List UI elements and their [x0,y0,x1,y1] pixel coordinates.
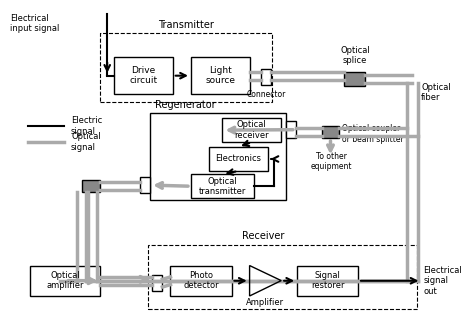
Bar [153,275,163,291]
Text: Receiver: Receiver [242,231,284,241]
Text: Regenerator: Regenerator [155,100,215,110]
Text: Amplifier: Amplifier [246,298,284,307]
Bar [286,121,296,138]
Bar [191,174,254,198]
Bar [261,69,271,85]
Text: Electric
signal: Electric signal [71,116,102,136]
Bar [171,266,231,296]
Text: Connector: Connector [246,90,285,99]
Text: Optical
receiver: Optical receiver [235,120,269,140]
Bar [222,118,281,142]
Bar [82,180,100,192]
Text: Optical coupler
or beam splitter: Optical coupler or beam splitter [342,125,404,144]
Text: Electrical
input signal: Electrical input signal [10,14,60,33]
Bar [322,126,339,138]
Bar [150,113,286,200]
Bar [297,266,358,296]
Text: Optical
splice: Optical splice [340,46,370,65]
Bar [345,72,365,86]
Text: Signal
restorer: Signal restorer [311,271,344,290]
Text: Drive
circuit: Drive circuit [129,66,157,85]
Text: Light
source: Light source [205,66,235,85]
Text: Optical
transmitter: Optical transmitter [199,177,246,196]
Bar [30,266,100,296]
Bar [114,57,173,94]
Bar [191,57,250,94]
Text: To other
equipment: To other equipment [310,152,352,171]
Text: Optical
fiber: Optical fiber [421,83,451,102]
Text: Electrical
signal
out: Electrical signal out [424,266,462,296]
Bar [140,177,150,193]
Text: Optical
signal: Optical signal [71,132,101,152]
Bar [100,33,272,102]
Text: Transmitter: Transmitter [158,20,214,30]
Text: Electronics: Electronics [215,155,261,164]
Bar [148,245,417,309]
Bar [209,147,268,171]
Text: Optical
amplifier: Optical amplifier [46,271,84,290]
Text: Photo
detector: Photo detector [183,271,219,290]
